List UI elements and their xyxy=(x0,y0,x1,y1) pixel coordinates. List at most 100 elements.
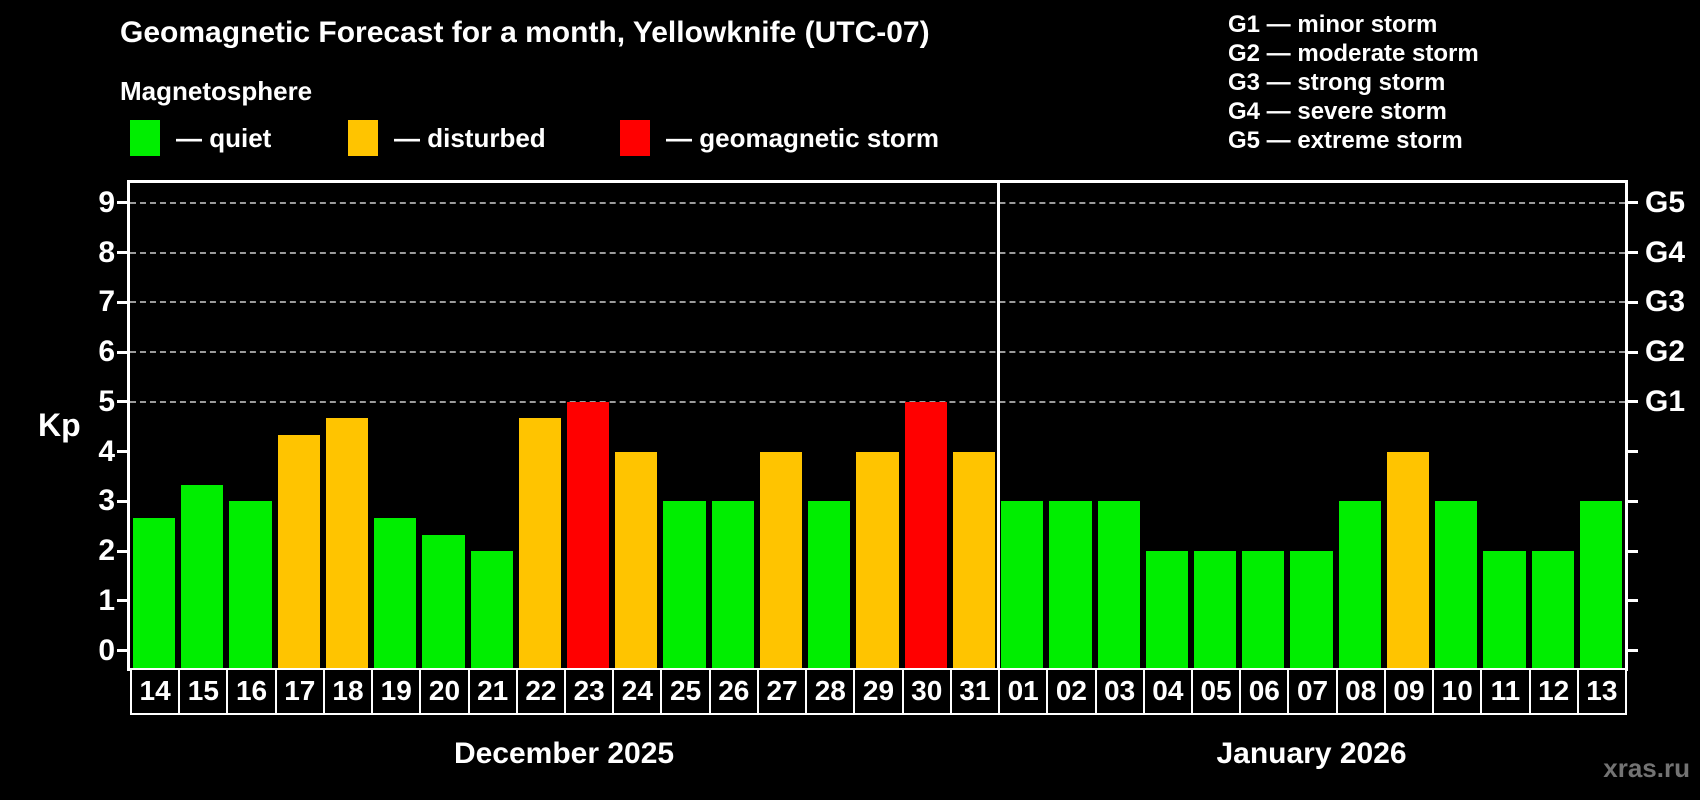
gridline xyxy=(130,301,1625,304)
tick-mark xyxy=(117,450,130,454)
y-tick-label: 5 xyxy=(98,384,115,418)
day-label: 30 xyxy=(901,668,952,715)
tick-mark xyxy=(1625,499,1638,503)
gridline xyxy=(130,400,1625,403)
day-label: 27 xyxy=(756,668,808,715)
y-axis-label: Kp xyxy=(38,407,81,443)
tick-mark xyxy=(1625,201,1638,205)
kp-bar xyxy=(856,451,899,668)
watermark: xras.ru xyxy=(1603,753,1690,783)
kp-bar xyxy=(1290,551,1333,668)
day-label: 11 xyxy=(1480,668,1531,715)
kp-bar xyxy=(229,501,272,668)
disturbed-swatch-icon xyxy=(348,120,378,156)
tick-mark xyxy=(1625,400,1638,404)
y-tick-label: 4 xyxy=(98,434,115,468)
g-legend-line: G1 — minor storm xyxy=(1228,11,1438,38)
kp-bar xyxy=(133,517,176,668)
g-legend-line: G2 — moderate storm xyxy=(1228,40,1479,67)
tick-mark xyxy=(117,300,130,304)
kp-bar xyxy=(759,451,803,668)
tick-mark xyxy=(117,499,130,503)
tick-mark xyxy=(117,549,130,553)
kp-bar xyxy=(1386,451,1430,668)
y-tick-label: 3 xyxy=(98,484,115,518)
storm-swatch-icon xyxy=(620,120,650,156)
kp-bar xyxy=(1001,501,1044,668)
legend-item-quiet: — quiet xyxy=(130,120,271,156)
day-label: 12 xyxy=(1528,668,1579,715)
y-tick-label: 2 xyxy=(98,534,115,568)
day-label: 14 xyxy=(130,668,181,715)
day-label: 28 xyxy=(805,668,856,715)
page-title: Geomagnetic Forecast for a month, Yellow… xyxy=(120,16,930,49)
day-label: 24 xyxy=(612,668,663,715)
day-label: 02 xyxy=(1046,668,1097,715)
day-label: 05 xyxy=(1190,668,1242,715)
tick-mark xyxy=(117,599,130,603)
kp-bar xyxy=(663,501,706,668)
day-label: 03 xyxy=(1094,668,1145,715)
day-label: 29 xyxy=(853,668,904,715)
day-label: 07 xyxy=(1287,668,1338,715)
kp-bar xyxy=(904,401,947,668)
kp-bar xyxy=(808,501,851,668)
day-label: 04 xyxy=(1142,668,1193,715)
kp-bar xyxy=(711,501,754,668)
y-tick-label: 1 xyxy=(98,583,115,617)
kp-bar xyxy=(1097,501,1140,668)
kp-bar xyxy=(952,451,996,668)
month-divider-line xyxy=(996,183,1000,668)
kp-bar xyxy=(1049,501,1092,668)
day-label: 23 xyxy=(564,668,615,715)
day-label: 22 xyxy=(515,668,567,715)
day-label: 06 xyxy=(1239,668,1290,715)
g-level-label: G3 xyxy=(1645,285,1686,319)
g-level-label: G4 xyxy=(1645,235,1686,269)
kp-bar xyxy=(422,534,465,668)
gridline xyxy=(130,251,1625,254)
kp-bar xyxy=(1338,501,1381,668)
day-label: 17 xyxy=(274,668,325,715)
tick-mark xyxy=(1625,300,1638,304)
tick-mark xyxy=(117,649,130,653)
kp-bar xyxy=(1145,551,1188,668)
kp-bar xyxy=(277,435,320,668)
tick-mark xyxy=(117,201,130,205)
tick-mark xyxy=(1625,599,1638,603)
plot-area xyxy=(127,180,1628,671)
day-label: 08 xyxy=(1335,668,1386,715)
kp-bar xyxy=(1435,501,1478,668)
g-level-label: G2 xyxy=(1645,335,1686,369)
day-label: 31 xyxy=(949,668,1001,715)
day-label: 16 xyxy=(226,668,277,715)
kp-bar xyxy=(1193,551,1237,668)
kp-bar xyxy=(470,551,513,668)
legend-item-storm: — geomagnetic storm xyxy=(620,120,939,156)
day-label: 10 xyxy=(1432,668,1483,715)
g-scale-legend: G1 — minor storm G2 — moderate storm G3 … xyxy=(1228,10,1479,155)
day-label-row: 14 15 16 17 18 19 20 21 22 23 24 25 26 27 28 29 30 31 01 02… xyxy=(130,668,1629,715)
tick-mark xyxy=(1625,251,1638,255)
kp-bar xyxy=(518,418,562,668)
day-label: 09 xyxy=(1383,668,1435,715)
tick-mark xyxy=(1625,350,1638,354)
month-label: December 2025 xyxy=(453,737,675,770)
g-legend-line: G4 — severe storm xyxy=(1228,98,1447,125)
kp-bar xyxy=(181,484,224,668)
kp-bar xyxy=(1242,551,1285,668)
kp-bar xyxy=(1483,551,1526,668)
kp-bar xyxy=(615,451,658,668)
gridline xyxy=(130,351,1625,354)
tick-mark xyxy=(117,400,130,404)
legend-label-quiet: — quiet xyxy=(176,122,272,153)
day-label: 19 xyxy=(371,668,422,715)
y-tick-label: 0 xyxy=(98,633,115,667)
day-label: 26 xyxy=(708,668,759,715)
day-label: 21 xyxy=(467,668,518,715)
tick-mark xyxy=(1625,450,1638,454)
kp-bar xyxy=(567,401,610,668)
kp-bar xyxy=(1531,551,1574,668)
month-label: January 2026 xyxy=(1216,737,1407,770)
